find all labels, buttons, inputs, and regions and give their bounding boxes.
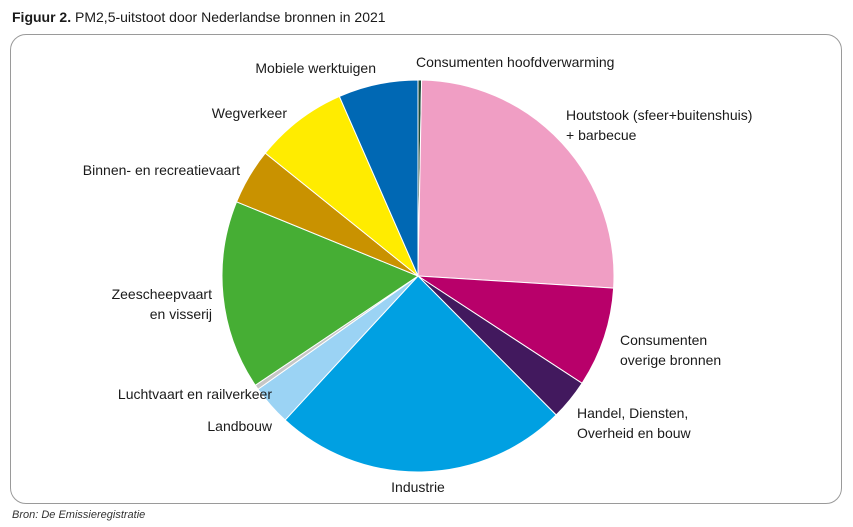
slice-label-landbouw: Landbouw xyxy=(207,418,273,434)
slice-label-consumenten-overige-bronnen: Consumenten overige bronnen xyxy=(620,332,721,368)
figure-title-text: PM2,5-uitstoot door Nederlandse bronnen … xyxy=(75,9,386,25)
source-note: Bron: De Emissieregistratie xyxy=(12,509,146,521)
slice-label-wegverkeer: Wegverkeer xyxy=(212,105,288,121)
chart-frame xyxy=(10,34,842,504)
slice-label-zeescheepvaart-en-visserij: Zeescheepvaart en visserij xyxy=(112,286,213,322)
slice-label-houtstook-sfeer-buitenshuis-barbecue: Houtstook (sfeer+buitenshuis) + barbecue xyxy=(566,107,752,143)
slice-label-handel-diensten-overheid-en-bouw: Handel, Diensten, Overheid en bouw xyxy=(577,405,692,441)
slice-label-industrie: Industrie xyxy=(391,479,445,495)
pie-slice-industrie xyxy=(284,275,557,473)
pie-slice-houtstook-sfeer-buitenshuis-barbecue xyxy=(417,79,615,289)
pie-slice-wegverkeer xyxy=(264,95,419,277)
slice-label-binnen-en-recreatievaart: Binnen- en recreatievaart xyxy=(83,162,240,178)
figure-number: Figuur 2. xyxy=(12,9,72,25)
pie-slice-consumenten-overige-bronnen xyxy=(416,275,615,384)
pie-slice-zeescheepvaart-en-visserij xyxy=(221,201,420,386)
figure-title: Figuur 2. PM2,5-uitstoot door Nederlands… xyxy=(12,9,386,25)
slice-label-mobiele-werktuigen: Mobiele werktuigen xyxy=(255,60,376,76)
slice-label-consumenten-hoofdverwarming: Consumenten hoofdverwarming xyxy=(416,54,614,70)
pie-slice-mobiele-werktuigen xyxy=(338,79,419,277)
slice-label-luchtvaart-en-railverkeer: Luchtvaart en railverkeer xyxy=(118,386,272,402)
